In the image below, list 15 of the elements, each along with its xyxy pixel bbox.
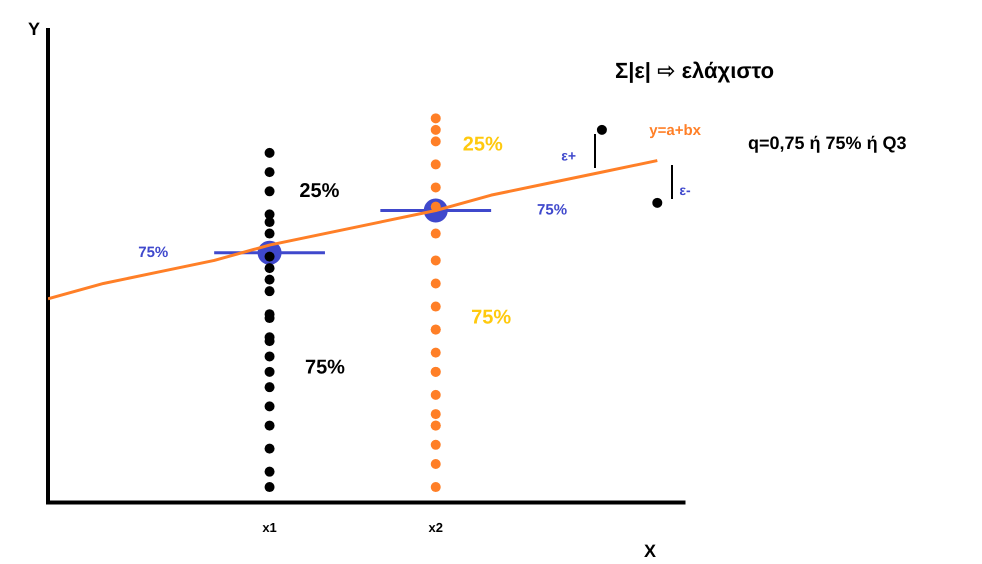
x-axis-title: X [644,540,656,561]
annotation: 75% [304,356,346,378]
annotation: ε- [679,182,691,198]
annotation: 75% [471,306,512,329]
chart-title: Σ|ε| ⇨ ελάχιστο [615,58,774,84]
x-tick-label: x1 [262,520,277,535]
annotation: 75% [138,244,168,261]
annotation: 75% [537,202,568,219]
series-label: y=a+bx [649,122,702,140]
annotation: 25% [462,134,504,156]
y-axis-title: Y [28,18,40,39]
text: q=0,75 ή 75% ή Q3 [748,133,907,154]
annotation: ε+ [561,148,576,164]
annotation: 25% [299,180,340,202]
x-tick-label: x2 [428,520,443,535]
